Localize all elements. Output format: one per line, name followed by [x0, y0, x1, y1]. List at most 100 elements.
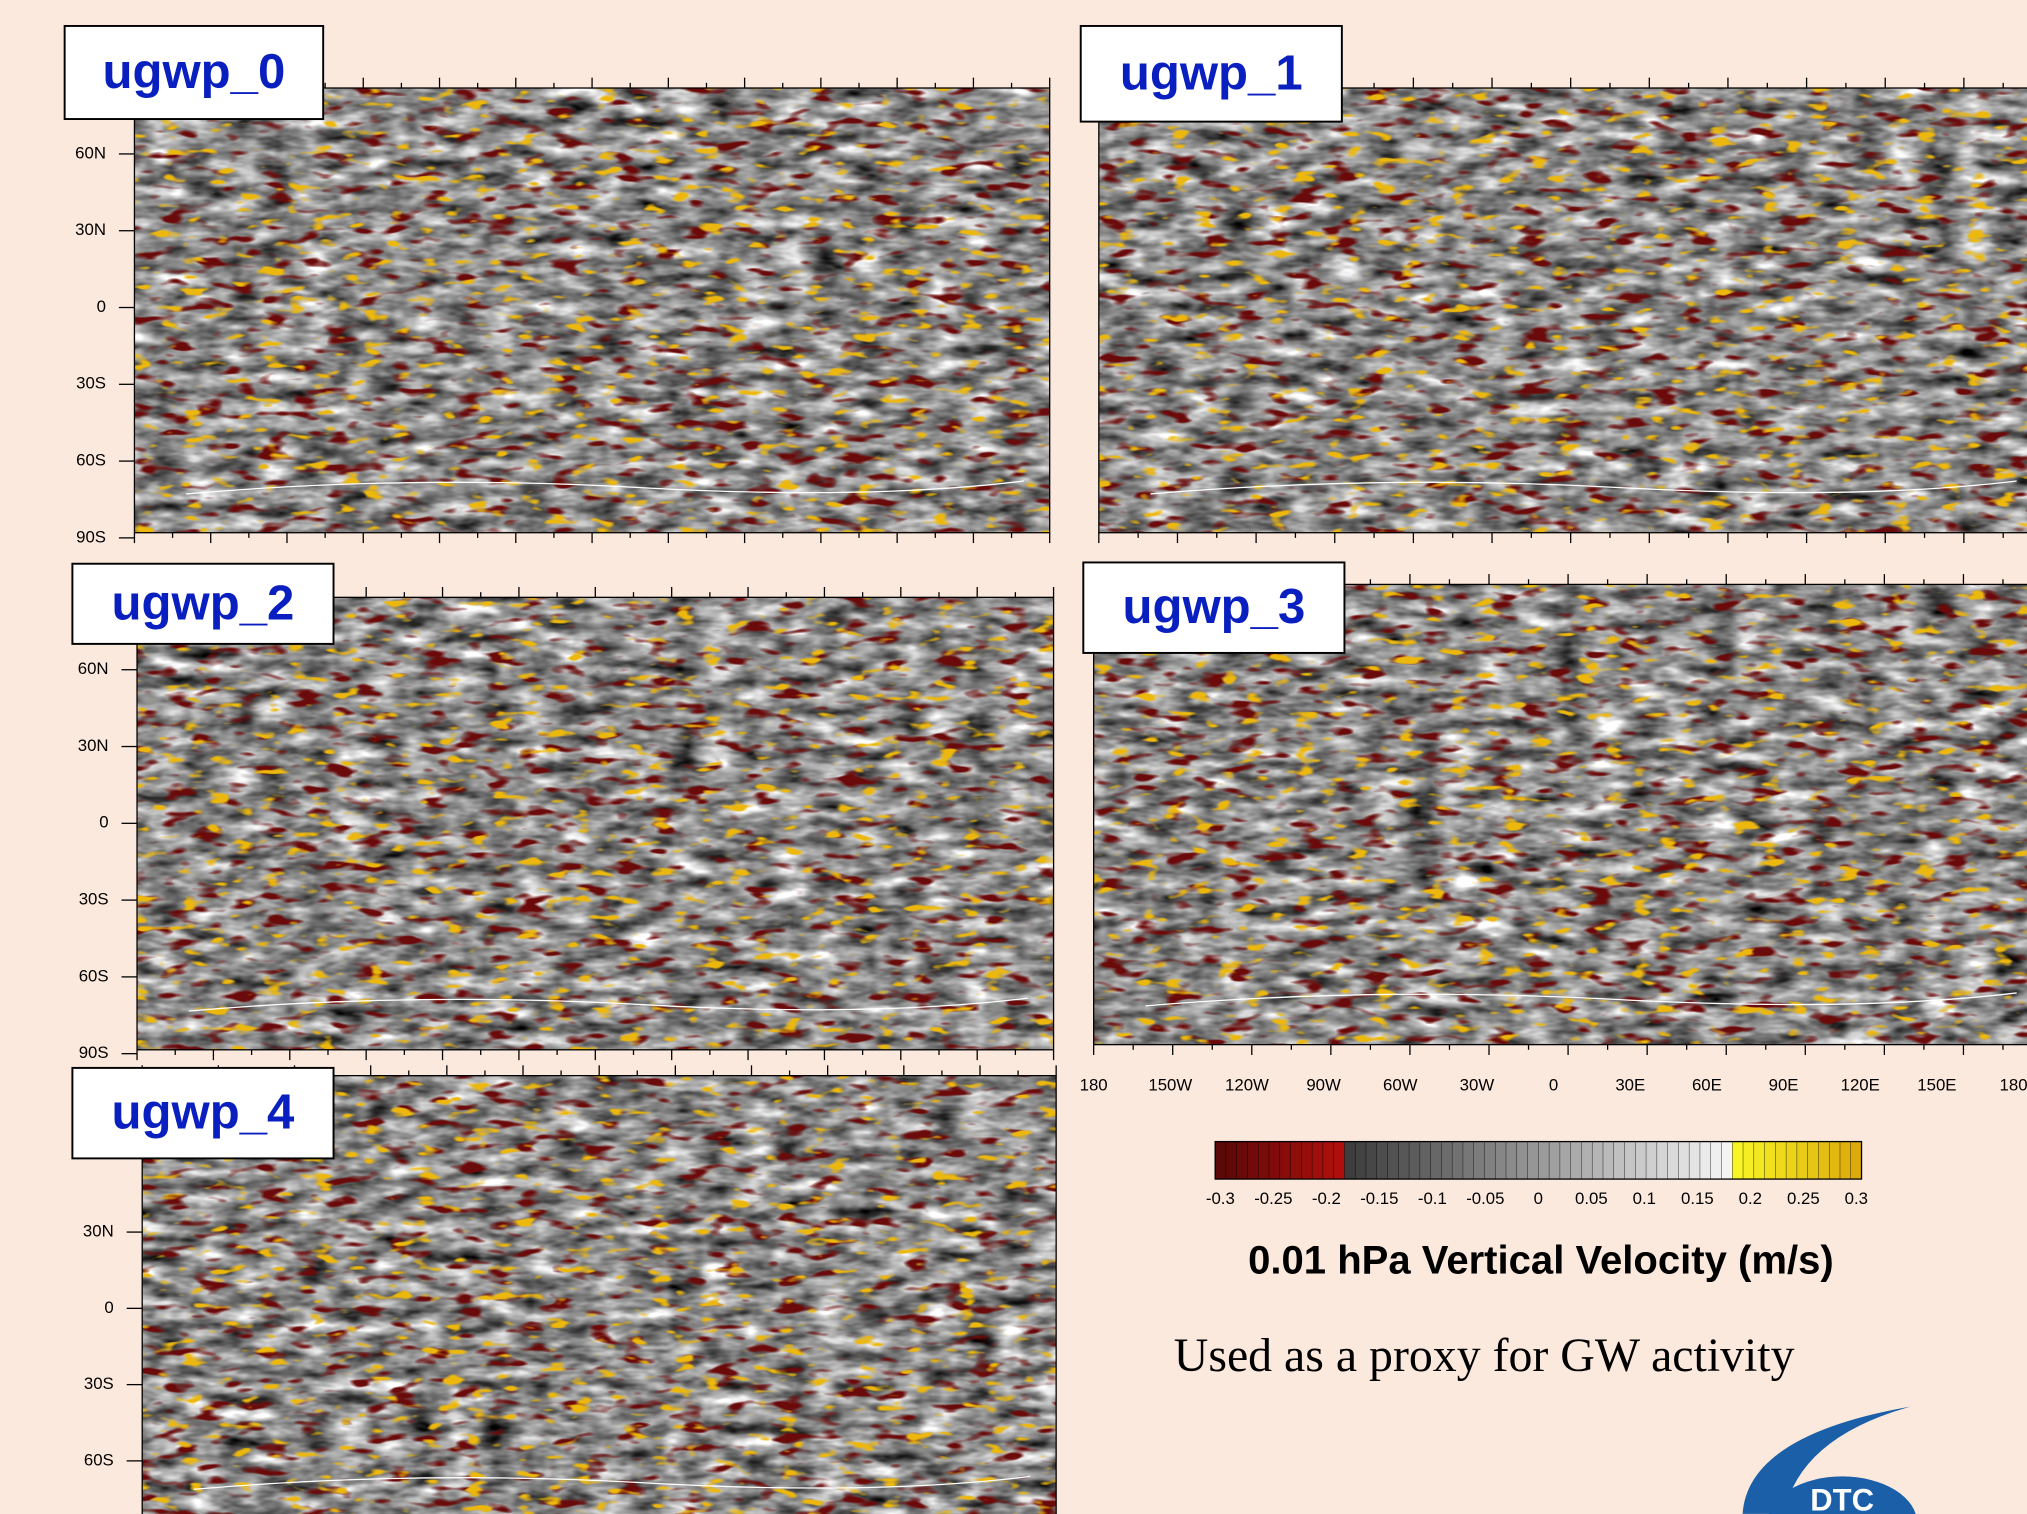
- colorbar-label: 0.15: [1681, 1189, 1714, 1208]
- lat-label: 0: [104, 1298, 113, 1317]
- colorbar-cell: [1344, 1142, 1355, 1179]
- map-positive-field: [137, 597, 1054, 1049]
- lat-label: 60S: [76, 451, 106, 470]
- colorbar-label: 0.1: [1633, 1189, 1656, 1208]
- colorbar-label: 0.3: [1845, 1189, 1868, 1208]
- lon-label: 120E: [1841, 1075, 1880, 1094]
- colorbar-cell: [1635, 1142, 1646, 1179]
- lon-label: 150W: [1148, 1075, 1192, 1094]
- colorbar-cell: [1603, 1142, 1614, 1179]
- colorbar-label: -0.3: [1206, 1189, 1235, 1208]
- colorbar-cell: [1657, 1142, 1668, 1179]
- colorbar-cell: [1463, 1142, 1474, 1179]
- colorbar-cell: [1420, 1142, 1431, 1179]
- colorbar-cell: [1484, 1142, 1495, 1179]
- caption: Used as a proxy for GW activity: [1174, 1329, 1795, 1382]
- colorbar-cell: [1829, 1142, 1840, 1179]
- colorbar-cell: [1247, 1142, 1258, 1179]
- colorbar-label: 0: [1534, 1189, 1543, 1208]
- lon-label: 90W: [1306, 1075, 1341, 1094]
- colorbar-cell: [1646, 1142, 1657, 1179]
- colorbar-cell: [1818, 1142, 1829, 1179]
- colorbar-label: -0.1: [1418, 1189, 1447, 1208]
- colorbar-cell: [1625, 1142, 1636, 1179]
- lat-label: 0: [99, 813, 108, 832]
- slide: 60N30N030S60S90Sugwp_0ugwp_160N30N030S60…: [0, 0, 2027, 1514]
- colorbar-cell: [1398, 1142, 1409, 1179]
- colorbar-cell: [1711, 1142, 1722, 1179]
- colorbar-cell: [1291, 1142, 1302, 1179]
- lat-label: 30S: [76, 374, 106, 393]
- colorbar-cell: [1441, 1142, 1452, 1179]
- colorbar-cell: [1431, 1142, 1442, 1179]
- colorbar-cell: [1538, 1142, 1549, 1179]
- panel-label: ugwp_1: [1120, 46, 1303, 100]
- colorbar-label: -0.15: [1360, 1189, 1398, 1208]
- colorbar-label: -0.25: [1254, 1189, 1292, 1208]
- map-positive-field: [1099, 88, 2027, 533]
- lon-label: 150E: [1917, 1075, 1956, 1094]
- colorbar-cell: [1549, 1142, 1560, 1179]
- map-positive-field: [134, 88, 1049, 533]
- colorbar-cell: [1312, 1142, 1323, 1179]
- colorbar-cell: [1280, 1142, 1291, 1179]
- panel-label: ugwp_2: [112, 576, 295, 630]
- colorbar-cell: [1366, 1142, 1377, 1179]
- colorbar-cell: [1614, 1142, 1625, 1179]
- colorbar-cell: [1689, 1142, 1700, 1179]
- colorbar-cell: [1495, 1142, 1506, 1179]
- colorbar-cell: [1301, 1142, 1312, 1179]
- lon-label: 30W: [1460, 1075, 1495, 1094]
- lat-label: 30N: [78, 736, 109, 755]
- lat-label: 90S: [79, 1043, 109, 1062]
- lon-label: 120W: [1225, 1075, 1269, 1094]
- lon-label: 60E: [1692, 1075, 1722, 1094]
- lon-label: 0: [1549, 1075, 1558, 1094]
- lat-label: 30N: [83, 1222, 114, 1241]
- colorbar-cell: [1678, 1142, 1689, 1179]
- colorbar-cell: [1786, 1142, 1797, 1179]
- colorbar-label: -0.05: [1466, 1189, 1504, 1208]
- lat-label: 60N: [78, 659, 109, 678]
- colorbar-cell: [1474, 1142, 1485, 1179]
- colorbar-cell: [1215, 1142, 1226, 1179]
- colorbar-cell: [1258, 1142, 1269, 1179]
- colorbar-cell: [1721, 1142, 1732, 1179]
- colorbar-cell: [1754, 1142, 1765, 1179]
- colorbar-cell: [1355, 1142, 1366, 1179]
- lon-label: 90E: [1769, 1075, 1799, 1094]
- colorbar-cell: [1506, 1142, 1517, 1179]
- lon-label: 30E: [1615, 1075, 1645, 1094]
- colorbar-cell: [1517, 1142, 1528, 1179]
- colorbar-cell: [1851, 1142, 1862, 1179]
- panel-label: ugwp_3: [1122, 580, 1305, 634]
- colorbar-cell: [1560, 1142, 1571, 1179]
- colorbar-cell: [1323, 1142, 1334, 1179]
- colorbar-cell: [1388, 1142, 1399, 1179]
- lon-label: 60W: [1383, 1075, 1418, 1094]
- lat-label: 30N: [75, 220, 106, 239]
- lon-label: 180: [2000, 1075, 2027, 1094]
- colorbar-label: 0.05: [1575, 1189, 1608, 1208]
- colorbar-cell: [1668, 1142, 1679, 1179]
- colorbar-cell: [1334, 1142, 1345, 1179]
- lat-label: 30S: [84, 1374, 114, 1393]
- colorbar-cell: [1226, 1142, 1237, 1179]
- colorbar-cell: [1592, 1142, 1603, 1179]
- lon-label: 180: [1080, 1075, 1108, 1094]
- colorbar-cell: [1571, 1142, 1582, 1179]
- colorbar-cell: [1808, 1142, 1819, 1179]
- colorbar-label: 0.25: [1787, 1189, 1820, 1208]
- lat-label: 60N: [75, 143, 106, 162]
- lat-label: 60S: [79, 966, 109, 985]
- colorbar-cell: [1797, 1142, 1808, 1179]
- colorbar-cell: [1269, 1142, 1280, 1179]
- map-panel: 30N030S60Sugwp_4: [72, 1065, 1056, 1514]
- colorbar-cell: [1377, 1142, 1388, 1179]
- title: 0.01 hPa Vertical Velocity (m/s): [1248, 1239, 1834, 1283]
- colorbar-cell: [1581, 1142, 1592, 1179]
